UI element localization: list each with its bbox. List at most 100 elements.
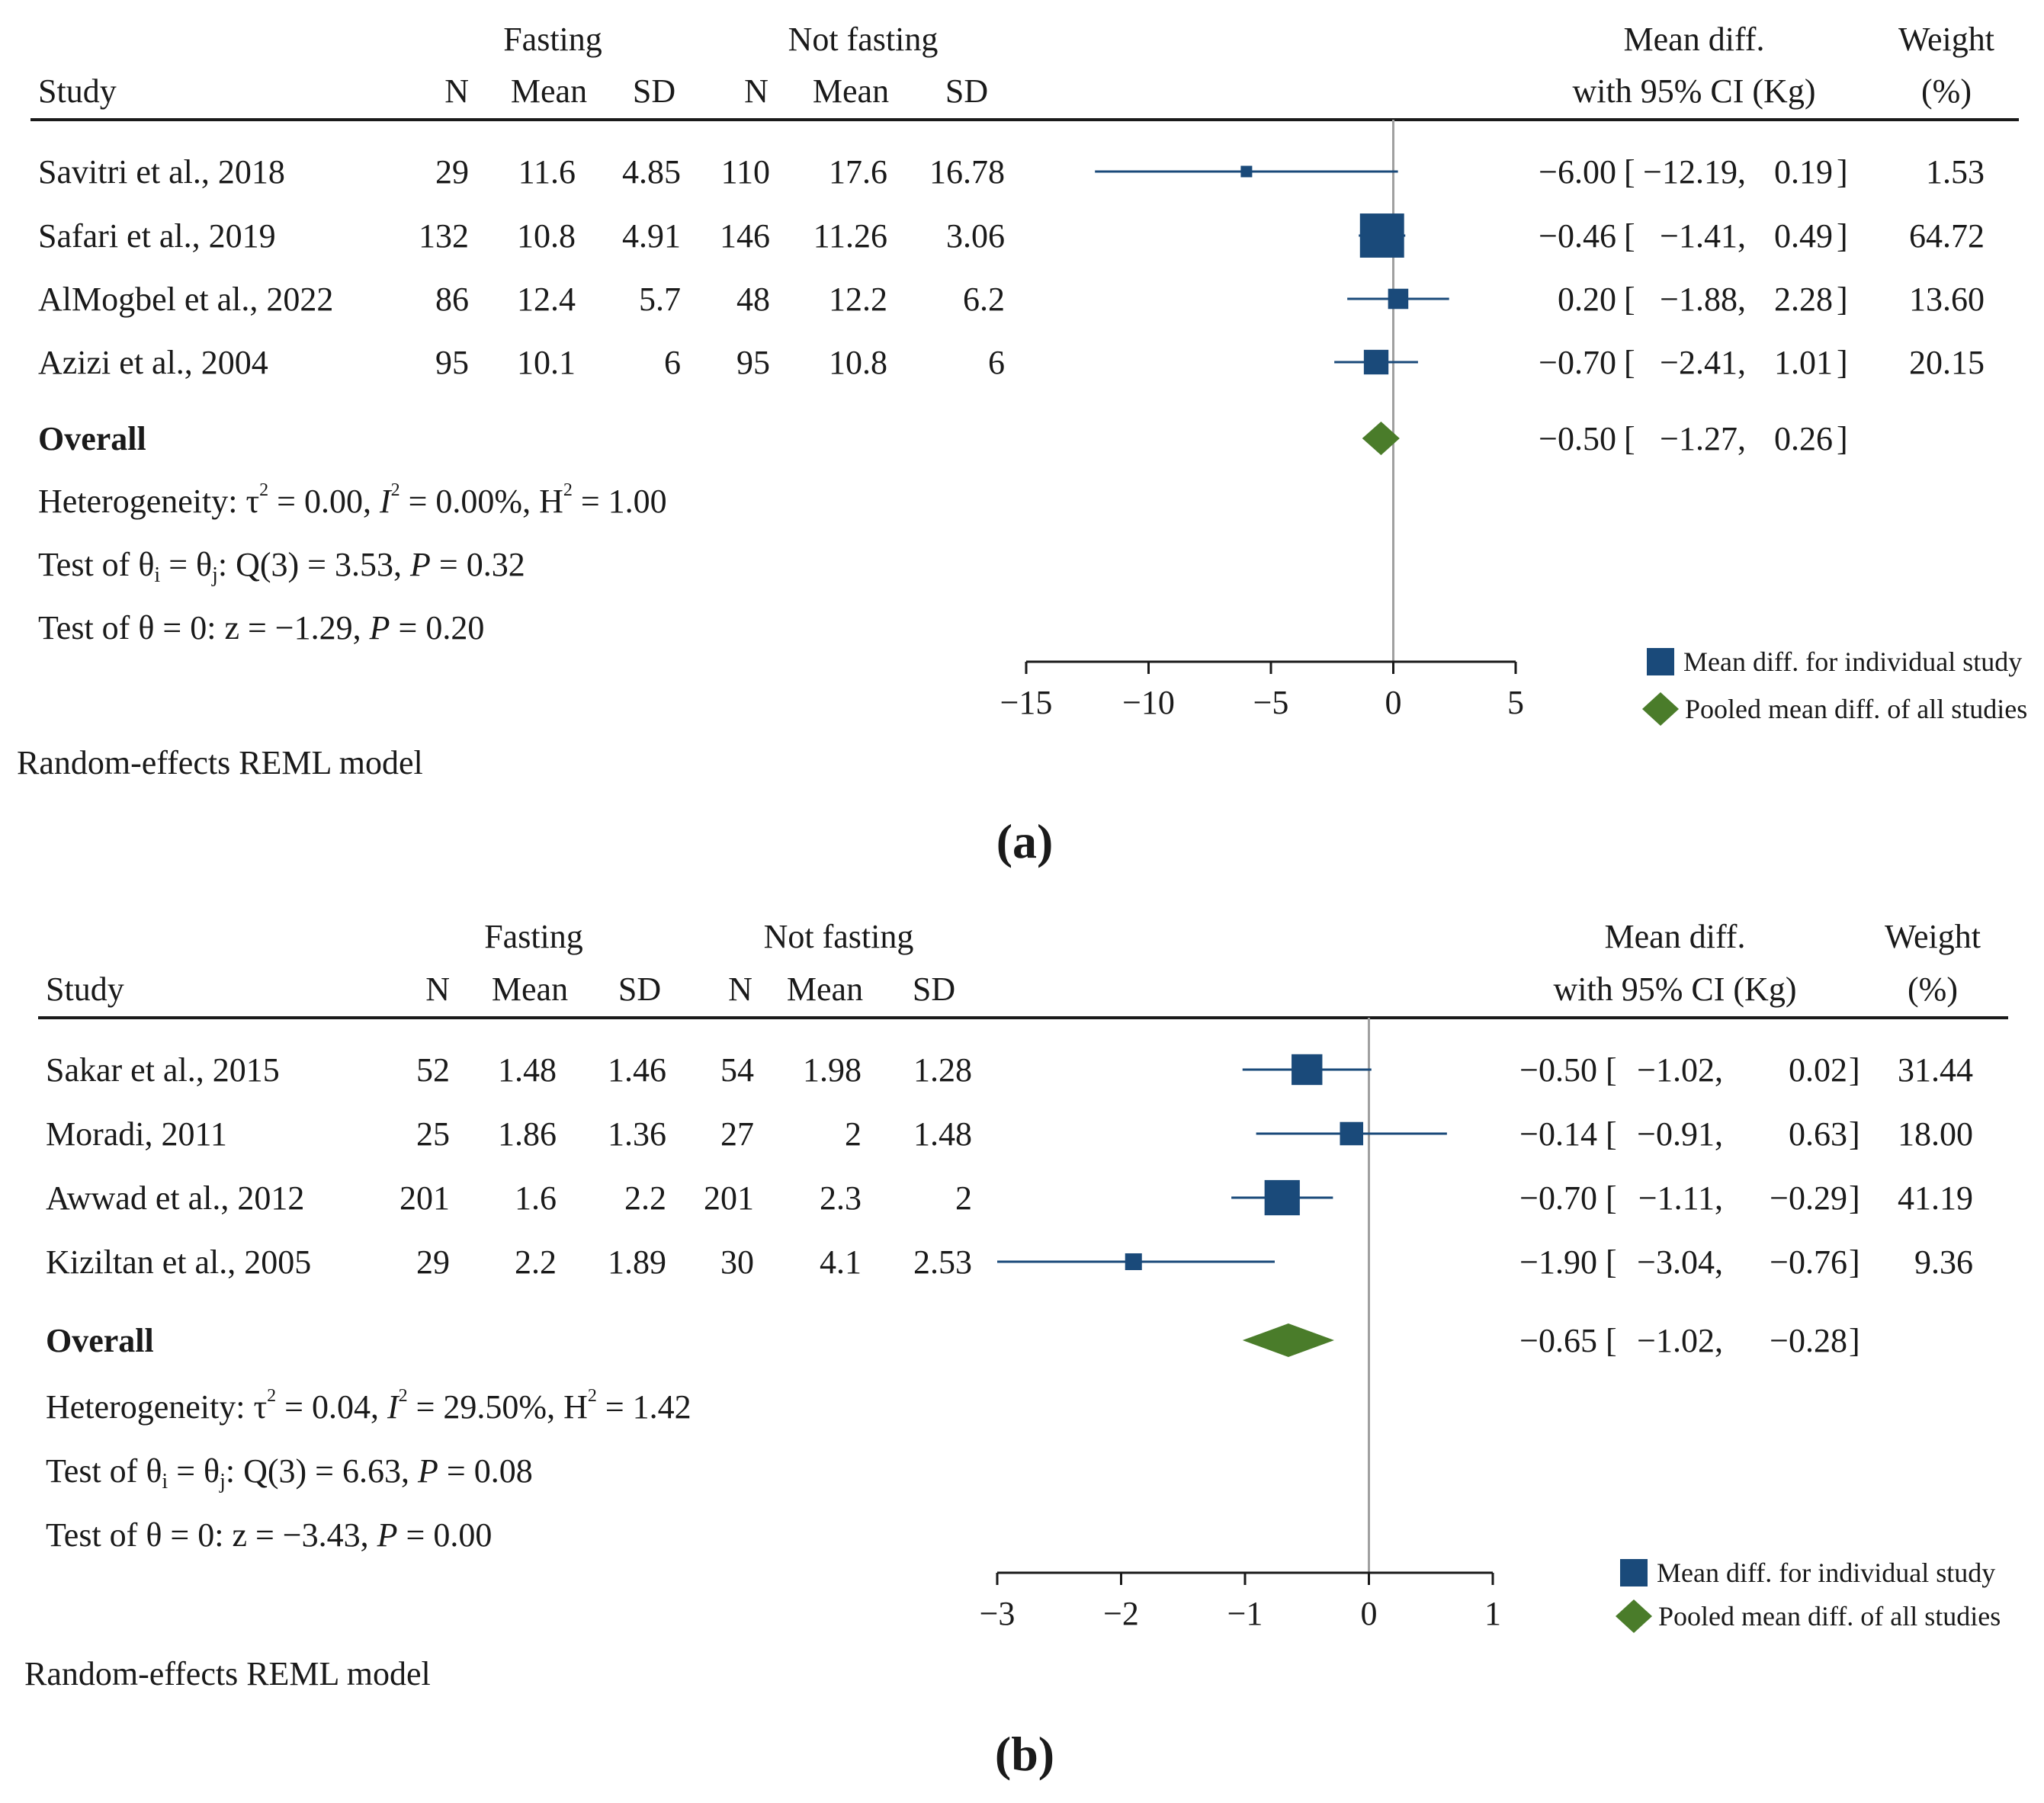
ci-upper-value: −0.29	[1770, 1179, 1847, 1217]
n-not-fasting: 27	[720, 1115, 754, 1153]
n-not-fasting: 110	[721, 153, 770, 191]
column-header-sd-not-fasting: SD	[945, 72, 988, 110]
mean-diff-value: 0.20	[1558, 281, 1616, 318]
x-axis: −15 −10 −5 0 5	[1000, 660, 1524, 721]
mean-diff-value: −1.90	[1519, 1243, 1597, 1281]
n-not-fasting: 30	[720, 1243, 754, 1281]
ci-close-bracket: ]	[1849, 1051, 1860, 1089]
overall-ci-lower-value: −1.27,	[1660, 420, 1746, 457]
effect-header-line1: Mean diff.	[1605, 918, 1746, 955]
overall-ci-lower-value: −1.02,	[1637, 1322, 1723, 1359]
n-fasting: 29	[435, 153, 469, 191]
ci-close-bracket: ]	[1837, 153, 1848, 191]
column-header-n-not-fasting: N	[728, 970, 752, 1008]
forest-panel-b: Fasting Not fasting Mean diff. Weight Study N…	[24, 918, 2008, 1781]
legend-study-label: Mean diff. for individual study	[1657, 1558, 1995, 1588]
x-axis-tick-label: −10	[1122, 684, 1175, 721]
ci-open-bracket: [	[1606, 1115, 1617, 1153]
column-header-n-not-fasting: N	[744, 72, 769, 110]
n-not-fasting: 54	[720, 1051, 754, 1089]
study-row: Safari et al., 2019 132 10.8 4.91 146 11.26 3.…	[38, 213, 1985, 258]
x-axis-tick-label: −15	[1000, 684, 1053, 721]
sd-not-fasting: 6	[988, 344, 1005, 381]
mean-fasting: 11.6	[518, 153, 576, 191]
mean-fasting: 2.2	[515, 1243, 557, 1281]
ci-open-bracket: [	[1606, 1051, 1617, 1089]
ci-lower-value: −0.91,	[1637, 1115, 1723, 1153]
ci-open-bracket: [	[1624, 153, 1635, 191]
study-row: Sakar et al., 2015 52 1.48 1.46 54 1.98 1.28 −0…	[46, 1051, 1973, 1089]
sd-fasting: 1.89	[608, 1243, 666, 1281]
sd-fasting: 1.46	[608, 1051, 666, 1089]
group-header-fasting: Fasting	[503, 21, 602, 58]
n-fasting: 25	[416, 1115, 450, 1153]
study-row: Moradi, 2011 25 1.86 1.36 27 2 1.48 −0.14[−0.91…	[46, 1115, 1973, 1153]
study-effect-marker	[1388, 288, 1409, 310]
ci-close-bracket: ]	[1849, 1115, 1860, 1153]
mean-diff-value: −0.70	[1519, 1179, 1597, 1217]
ci-lower-value: −3.04,	[1637, 1243, 1723, 1281]
legend-study-marker	[1620, 1559, 1648, 1586]
sd-not-fasting: 6.2	[963, 281, 1005, 318]
sd-fasting: 4.85	[622, 153, 681, 191]
weight-value: 20.15	[1909, 344, 1985, 381]
weight-value: 9.36	[1914, 1243, 1973, 1281]
mean-diff-value: −6.00	[1539, 153, 1616, 191]
mean-fasting: 12.4	[517, 281, 576, 318]
ci-upper-value: 0.19	[1774, 153, 1833, 191]
overall-mean-diff-value: −0.50	[1539, 420, 1616, 457]
n-not-fasting: 48	[736, 281, 770, 318]
study-row: Awwad et al., 2012 201 1.6 2.2 201 2.3 2 −0.70[…	[46, 1179, 1973, 1217]
n-fasting: 86	[435, 281, 469, 318]
study-effect-marker	[1264, 1179, 1300, 1216]
group-header-not-fasting: Not fasting	[788, 21, 939, 58]
study-row: AlMogbel et al., 2022 86 12.4 5.7 48 12.2 6.2 0…	[38, 281, 1985, 318]
heterogeneity-stats: Heterogeneity: τ2 = 0.04, I2 = 29.50%, H…	[46, 1386, 691, 1426]
x-axis-tick-label: −2	[1103, 1595, 1139, 1632]
overall-ci-open-bracket: [	[1624, 420, 1635, 457]
legend: Mean diff. for individual study Pooled me…	[1616, 1558, 2001, 1633]
column-header-n-fasting: N	[425, 970, 450, 1008]
ci-lower-value: −12.19,	[1643, 153, 1746, 191]
ci-close-bracket: ]	[1849, 1179, 1860, 1217]
mean-not-fasting: 2	[845, 1115, 862, 1153]
ci-lower-value: −1.41,	[1660, 217, 1746, 255]
column-header-mean-fasting: Mean	[511, 72, 587, 110]
x-axis-tick-label: 1	[1484, 1595, 1501, 1632]
x-axis: −3 −2 −1 0 1	[980, 1571, 1501, 1632]
ci-lower-value: −1.02,	[1637, 1051, 1723, 1089]
group-header-fasting: Fasting	[484, 918, 583, 955]
model-note: Random-effects REML model	[24, 1655, 431, 1692]
legend-pooled-label: Pooled mean diff. of all studies	[1658, 1601, 2001, 1631]
overall-label: Overall	[46, 1322, 154, 1359]
x-axis-tick-label: −5	[1253, 684, 1289, 721]
column-header-sd-not-fasting: SD	[913, 970, 955, 1008]
n-fasting: 95	[435, 344, 469, 381]
model-note: Random-effects REML model	[17, 744, 423, 781]
mean-fasting: 10.1	[517, 344, 576, 381]
study-name: AlMogbel et al., 2022	[38, 281, 333, 318]
mean-fasting: 1.86	[498, 1115, 557, 1153]
n-fasting: 201	[399, 1179, 450, 1217]
weight-value: 64.72	[1909, 217, 1985, 255]
mean-not-fasting: 11.26	[813, 217, 887, 255]
weight-header-line2: (%)	[1921, 72, 1972, 110]
legend: Mean diff. for individual study Pooled me…	[1642, 646, 2027, 726]
legend-pooled-marker	[1616, 1599, 1652, 1633]
column-header-mean-fasting: Mean	[492, 970, 568, 1008]
ci-lower-value: −1.88,	[1660, 281, 1746, 318]
column-header-study: Study	[38, 72, 117, 110]
study-name: Azizi et al., 2004	[38, 344, 268, 381]
effect-header-line1: Mean diff.	[1624, 21, 1765, 58]
group-header-not-fasting: Not fasting	[764, 918, 914, 955]
study-row: Savitri et al., 2018 29 11.6 4.85 110 17.6 16.…	[38, 153, 1985, 191]
sd-fasting: 1.36	[608, 1115, 666, 1153]
mean-not-fasting: 12.2	[829, 281, 887, 318]
weight-value: 13.60	[1909, 281, 1985, 318]
study-name: Savitri et al., 2018	[38, 153, 285, 191]
sd-fasting: 6	[664, 344, 681, 381]
overall-effect-test: Test of θ = 0: z = −3.43, P = 0.00	[46, 1516, 492, 1554]
overall-ci-upper-value: −0.28	[1770, 1322, 1847, 1359]
sd-not-fasting: 1.28	[913, 1051, 972, 1089]
